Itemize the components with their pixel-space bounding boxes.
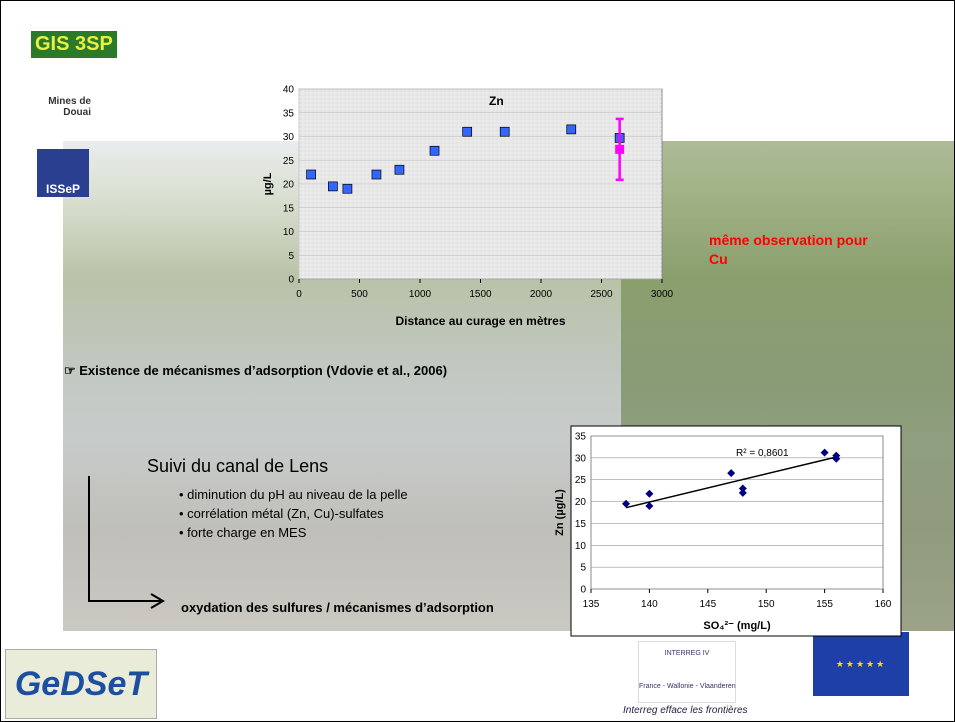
point xyxy=(727,469,736,478)
regions: France - Wallonie - Vlaanderen xyxy=(639,683,736,690)
point xyxy=(371,169,382,180)
x-tick-label: 3000 xyxy=(651,289,674,300)
x-tick-label: 1500 xyxy=(469,289,492,300)
point xyxy=(429,145,440,156)
point xyxy=(342,183,353,194)
y-tick-label: 0 xyxy=(580,585,586,596)
x-tick-label: 160 xyxy=(875,599,892,610)
point xyxy=(622,499,631,508)
y-tick-label: 20 xyxy=(283,180,295,191)
section-title: Suivi du canal de Lens xyxy=(147,456,329,476)
x-tick-label: 0 xyxy=(296,289,302,300)
x-axis-label: SO₄²⁻ (mg/L) xyxy=(703,620,771,632)
point xyxy=(566,124,577,135)
y-tick-label: 40 xyxy=(283,85,295,96)
finding: ☞ Existence de mécanismes d’adsorption (… xyxy=(64,363,448,378)
x-tick-label: 1000 xyxy=(409,289,432,300)
y-tick-label: 5 xyxy=(580,563,586,574)
annotation: R² = 0,8601 xyxy=(736,448,789,459)
point xyxy=(832,454,841,463)
logo-gis: GIS 3SP xyxy=(31,31,117,58)
point xyxy=(462,126,473,137)
y-tick-label: 5 xyxy=(288,251,294,262)
x-tick-label: 2500 xyxy=(590,289,613,300)
y-tick-label: 25 xyxy=(575,475,587,486)
bullet: • forte charge en MES xyxy=(179,525,307,540)
plot-area xyxy=(590,435,884,590)
logo-gedset: GeDSeT xyxy=(5,649,157,719)
y-tick-label: 35 xyxy=(283,108,295,119)
point xyxy=(306,169,316,180)
logo-issep: ISSeP xyxy=(37,149,89,197)
trendline xyxy=(625,456,837,509)
point xyxy=(645,501,654,510)
y-tick-label: 35 xyxy=(575,432,587,443)
bullet: • diminution du pH au niveau de la pelle xyxy=(179,487,408,502)
eu-flag: ★★★★★ xyxy=(813,632,909,696)
interreg: INTERREG IV France - Wallonie - Vlaander… xyxy=(638,641,736,703)
y-axis-label: Zn (µg/L) xyxy=(554,489,566,536)
x-axis-label: Distance au curage en mètres xyxy=(395,314,565,328)
x-tick-label: 500 xyxy=(351,289,368,300)
point xyxy=(738,484,747,493)
x-tick-label: 135 xyxy=(583,599,600,610)
x-tick-label: 145 xyxy=(699,599,716,610)
slogan: Interreg efface les frontières xyxy=(623,705,748,716)
y-tick-label: 30 xyxy=(575,453,587,464)
y-tick-label: 10 xyxy=(575,541,587,552)
y-tick-label: 10 xyxy=(283,227,295,238)
y-tick-label: 20 xyxy=(575,497,587,508)
bullet: • corrélation métal (Zn, Cu)-sulfates xyxy=(179,506,384,521)
x-tick-label: 2000 xyxy=(530,289,553,300)
x-tick-label: 150 xyxy=(758,599,775,610)
point xyxy=(328,181,338,192)
y-tick-label: 25 xyxy=(283,156,295,167)
x-tick-label: 140 xyxy=(641,599,658,610)
y-tick-label: 15 xyxy=(283,203,295,214)
point xyxy=(738,488,747,497)
x-tick-label: 155 xyxy=(816,599,833,610)
y-tick-label: 0 xyxy=(288,275,294,286)
chart-title: Zn xyxy=(489,94,504,108)
y-axis-label: µg/L xyxy=(262,172,274,195)
program: INTERREG IV xyxy=(664,650,710,657)
conclusion: oxydation des sulfures / mécanismes d’ad… xyxy=(181,600,494,615)
logo-mines: Mines de Douai xyxy=(48,96,91,118)
point xyxy=(499,126,510,137)
point xyxy=(615,144,625,154)
point xyxy=(820,448,829,457)
point xyxy=(394,164,405,175)
point xyxy=(645,489,654,498)
note: même observation pour Cu xyxy=(709,232,868,267)
y-tick-label: 15 xyxy=(575,519,587,530)
y-tick-label: 30 xyxy=(283,132,295,143)
